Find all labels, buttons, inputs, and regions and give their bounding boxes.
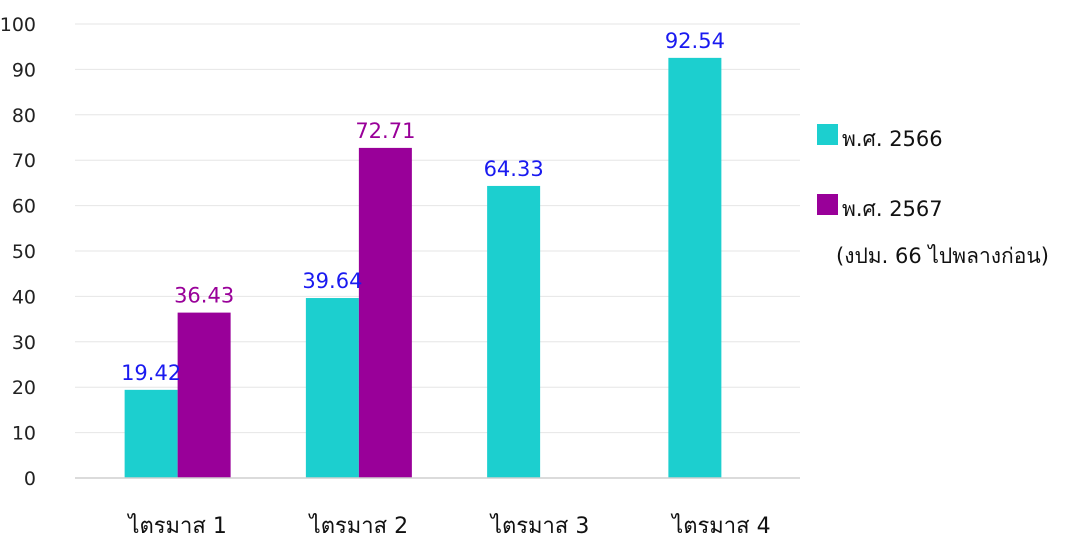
legend-label-2566: พ.ศ. 2566 <box>842 127 943 151</box>
x-category-label: ไตรมาส 4 <box>670 513 770 536</box>
data-label: 36.43 <box>174 284 234 308</box>
y-tick-label: 50 <box>12 241 36 263</box>
data-label: 92.54 <box>665 29 725 53</box>
bar-series-1-0 <box>177 312 231 478</box>
data-label: 64.33 <box>484 157 544 181</box>
y-axis-ticks: 0 10 20 30 40 50 60 70 80 90 100 <box>0 14 36 490</box>
data-label: 39.64 <box>302 269 362 293</box>
y-tick-label: 80 <box>12 105 36 127</box>
legend-swatch-2567 <box>817 194 838 215</box>
data-labels: 19.42 36.43 39.64 72.71 64.33 92.54 <box>121 29 725 385</box>
x-category-label: ไตรมาส 3 <box>489 513 589 536</box>
bars <box>124 57 722 478</box>
y-tick-label: 70 <box>12 150 36 172</box>
x-category-label: ไตรมาส 1 <box>126 513 226 536</box>
x-axis-categories: ไตรมาส 1 ไตรมาส 2 ไตรมาส 3 ไตรมาส 4 <box>126 513 770 536</box>
y-tick-label: 0 <box>24 468 36 490</box>
y-tick-label: 30 <box>12 332 36 354</box>
bar-series-0-2 <box>487 185 541 478</box>
legend: พ.ศ. 2566 พ.ศ. 2567 (งปม. 66 ไปพลางก่อน) <box>817 124 1049 268</box>
bar-series-1-1 <box>358 147 412 478</box>
bar-series-0-1 <box>305 298 359 478</box>
data-label: 72.71 <box>355 119 415 143</box>
y-tick-label: 10 <box>12 423 36 445</box>
x-category-label: ไตรมาส 2 <box>308 513 408 536</box>
data-label: 19.42 <box>121 361 181 385</box>
bar-series-0-0 <box>124 389 178 478</box>
bar-series-0-3 <box>668 57 722 478</box>
y-tick-label: 60 <box>12 196 36 218</box>
legend-note: (งปม. 66 ไปพลางก่อน) <box>836 244 1049 268</box>
y-tick-label: 20 <box>12 377 36 399</box>
legend-swatch-2566 <box>817 124 838 145</box>
y-tick-label: 90 <box>12 59 36 81</box>
legend-label-2567: พ.ศ. 2567 <box>842 197 943 221</box>
y-tick-label: 40 <box>12 286 36 308</box>
y-tick-label: 100 <box>0 14 36 36</box>
